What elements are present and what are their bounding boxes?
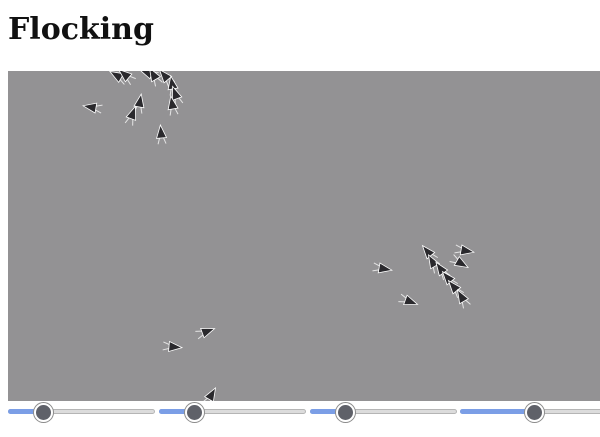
boid-triangle (456, 288, 470, 305)
flocking-canvas[interactable] (8, 71, 600, 401)
boid (454, 244, 475, 256)
boid-triangle (158, 71, 173, 84)
slider-3[interactable] (310, 401, 457, 423)
boid (447, 279, 465, 298)
slider-2[interactable] (159, 401, 306, 423)
boid-trail (398, 293, 407, 303)
boid-triangle (453, 255, 470, 269)
boid-triangle (82, 102, 98, 114)
slider-fill (8, 409, 43, 414)
boid-triangle (168, 340, 184, 353)
boid-trail (126, 75, 136, 86)
boid (155, 123, 168, 145)
boid (398, 293, 419, 306)
boid (202, 386, 217, 401)
boid-triangle (203, 386, 217, 401)
boid (148, 71, 163, 87)
boid-trail (95, 104, 103, 114)
boid (124, 105, 137, 126)
boid-triangle (421, 244, 436, 260)
slider-fill (460, 409, 534, 414)
boid-trail (195, 330, 204, 340)
boid-triangle (403, 294, 419, 306)
boid-triangle (447, 279, 462, 295)
boid (449, 254, 470, 269)
slider-thumb[interactable] (336, 403, 355, 422)
boid-triangle (167, 95, 179, 111)
boid-triangle (459, 244, 475, 256)
boid-field (8, 71, 600, 401)
page-title: Flocking (8, 12, 154, 47)
boid-triangle (117, 71, 133, 83)
slider-fill (159, 409, 194, 414)
boid (167, 95, 179, 116)
slider-thumb[interactable] (525, 403, 544, 422)
boid-trail (153, 77, 163, 87)
boid-trail (169, 108, 179, 116)
boid-triangle (200, 327, 216, 339)
boid-trail (124, 117, 134, 126)
boid-triangle (125, 105, 137, 121)
slider-fill (310, 409, 345, 414)
boid-trail (372, 262, 380, 272)
canvas-background (8, 71, 600, 401)
boid (195, 327, 216, 340)
slider-1[interactable] (8, 401, 155, 423)
slider-thumb[interactable] (185, 403, 204, 422)
boid-triangle (171, 85, 183, 101)
boid-triangle (108, 71, 125, 84)
slider-4[interactable] (460, 401, 600, 423)
boid-trail (202, 397, 212, 401)
boid-trail (162, 341, 170, 351)
boid-triangle (133, 93, 145, 109)
boid-triangle (148, 71, 162, 83)
boid-trail (454, 244, 462, 254)
slider-controls (8, 401, 600, 423)
slider-thumb[interactable] (34, 403, 53, 422)
boid (456, 288, 471, 309)
boid-trail (449, 254, 459, 264)
boid (162, 340, 184, 353)
boid-trail (157, 137, 167, 145)
boid (372, 262, 393, 274)
boid (117, 71, 136, 86)
boid-trail (441, 271, 451, 281)
boid-trail (454, 288, 465, 298)
boid (82, 102, 103, 114)
boid-triangle (377, 262, 393, 274)
boid-triangle (155, 123, 168, 139)
boid-trail (461, 299, 471, 309)
